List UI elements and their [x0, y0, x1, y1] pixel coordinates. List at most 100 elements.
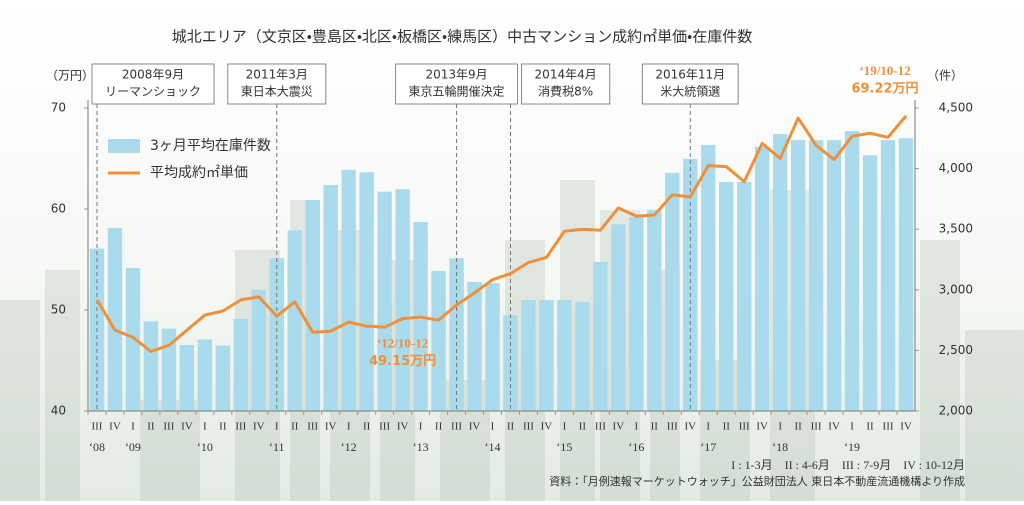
x-tick-label: I [491, 421, 495, 433]
y2-axis-unit: （件） [927, 69, 963, 83]
x-tick-label: I [850, 421, 854, 433]
x-tick-label: IV [325, 421, 337, 433]
bar [683, 158, 698, 411]
bar [449, 258, 464, 411]
bar [844, 131, 860, 411]
legend-label: 3ヶ月平均在庫件数 [150, 138, 271, 154]
event-label: 東日本大震災 [241, 85, 313, 99]
x-tick-label: III [667, 421, 678, 433]
x-tick-label: IV [397, 421, 409, 433]
bar [251, 289, 266, 411]
x-tick-label: III [883, 421, 894, 433]
bar [647, 209, 662, 411]
bar [305, 200, 320, 411]
y-tick-label: 40 [51, 404, 66, 418]
x-year-label: ‘12 [341, 440, 357, 454]
event-label: 消費税8% [538, 84, 593, 99]
x-tick-label: II [363, 421, 371, 433]
x-year-label: ‘16 [628, 440, 644, 454]
bar [898, 138, 914, 412]
x-tick-label: III [379, 421, 390, 433]
chart-title: 城北エリア（文京区・豊島区・北区・板橋区・練馬区）中古マンション成約㎡単価・在庫… [172, 28, 753, 46]
bar [161, 328, 177, 411]
bar [737, 181, 752, 411]
bar [790, 140, 806, 412]
x-tick-label: IV [684, 421, 696, 433]
x-tick-label: III [307, 421, 318, 433]
x-tick-label: III [811, 421, 822, 433]
x-tick-label: III [595, 421, 606, 433]
x-tick-label: II [651, 421, 659, 433]
bar [215, 345, 231, 411]
bar [269, 258, 284, 411]
bar [377, 191, 392, 411]
x-year-label: ‘18 [772, 440, 788, 454]
bar [125, 267, 141, 411]
event-date: 2011年3月 [246, 68, 308, 82]
quarter-note: I : 1-3月 II : 4-6月 III : 7-9月 IV : 10-12… [731, 458, 965, 472]
bar [431, 271, 446, 411]
x-year-label: ‘10 [197, 440, 213, 454]
x-year-label: ‘13 [413, 440, 429, 454]
bar [826, 140, 842, 412]
bar [772, 134, 788, 412]
bar [107, 227, 123, 411]
legend-swatch [108, 139, 140, 153]
y2-tick-label: 4,000 [939, 161, 973, 175]
x-tick-label: IV [828, 421, 840, 433]
bar [557, 300, 572, 411]
bar [341, 169, 356, 411]
bar [575, 301, 590, 411]
bar [629, 217, 644, 411]
y-tick-label: 50 [51, 303, 66, 317]
x-tick-label: III [451, 421, 462, 433]
value-label: 69.22万円 [851, 81, 918, 96]
event-date: 2008年9月 [122, 68, 184, 82]
bar [485, 283, 500, 411]
bar [719, 181, 734, 411]
x-tick-label: II [866, 421, 874, 433]
event-box [521, 63, 611, 105]
x-tick-label: II [723, 421, 731, 433]
x-tick-label: I [131, 421, 135, 433]
x-tick-label: I [275, 421, 279, 433]
bar [754, 146, 770, 411]
bar [862, 155, 878, 411]
bar [467, 281, 482, 411]
y2-tick-label: 2,500 [939, 343, 973, 357]
bar [233, 318, 249, 411]
event-date: 2014年4月 [535, 68, 597, 82]
bar [593, 261, 608, 411]
bar [539, 300, 554, 411]
x-tick-label: I [419, 421, 423, 433]
bar [179, 344, 195, 411]
x-tick-label: III [235, 421, 246, 433]
bar [808, 140, 824, 412]
x-year-label: ‘09 [125, 440, 141, 454]
event-label: リーマンショック [105, 85, 201, 99]
period-label: ‘19/10-12 [859, 63, 910, 78]
event-box [91, 63, 215, 105]
source-note: 資料：「月例速報マーケットウォッチ」公益財団法人 東日本不動産流通機構より作成 [549, 474, 965, 488]
event-label: 東京五輪開催決定 [409, 85, 505, 99]
x-tick-label: III [739, 421, 750, 433]
x-tick-label: IV [900, 421, 912, 433]
x-tick-label: IV [469, 421, 481, 433]
x-tick-label: IV [613, 421, 625, 433]
x-tick-label: I [635, 421, 639, 433]
x-tick-label: II [794, 421, 802, 433]
legend-label: 平均成約㎡単価 [150, 165, 248, 181]
x-tick-label: II [291, 421, 299, 433]
x-tick-label: I [778, 421, 782, 433]
x-year-label: ‘19 [844, 440, 860, 454]
event-date: 2016年11月 [655, 68, 725, 82]
price-line [95, 114, 908, 353]
x-tick-label: I [203, 421, 207, 433]
x-tick-label: IV [109, 421, 121, 433]
